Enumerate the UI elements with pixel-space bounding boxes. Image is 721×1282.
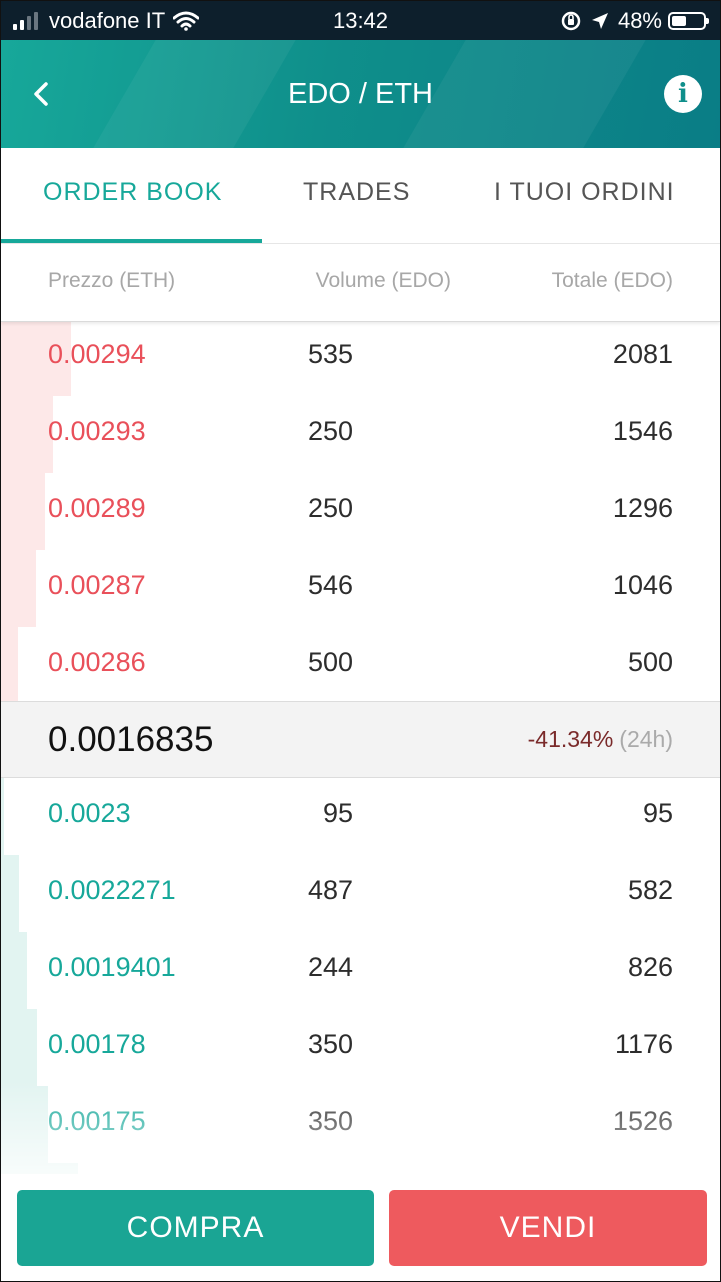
ask-row[interactable]: 0.00294 535 2081 xyxy=(1,319,720,396)
bid-volume: 350 xyxy=(307,1029,353,1059)
tab-order-book[interactable]: ORDER BOOK xyxy=(43,178,223,206)
status-left: vodafone IT xyxy=(13,8,200,34)
bid-total: 826 xyxy=(627,952,673,982)
bid-row[interactable]: 0.00178 350 1176 xyxy=(1,1009,720,1086)
header-bar: EDO / ETH i xyxy=(1,40,720,148)
wifi-icon xyxy=(173,11,200,31)
status-right: 48% xyxy=(560,8,709,34)
bid-volume: 244 xyxy=(307,952,353,982)
depth-bar xyxy=(1,550,36,627)
carrier-label: vodafone IT xyxy=(49,8,166,33)
action-bar: COMPRA VENDI xyxy=(1,1174,720,1281)
bid-total: 1526 xyxy=(612,1106,673,1136)
bid-price: 0.0022271 xyxy=(48,875,176,905)
ask-row[interactable]: 0.00289 250 1296 xyxy=(1,473,720,550)
ask-price: 0.00286 xyxy=(48,647,146,677)
sell-button[interactable]: VENDI xyxy=(389,1190,707,1266)
depth-bar xyxy=(1,627,18,704)
bid-total: 582 xyxy=(627,875,673,905)
orientation-lock-icon xyxy=(561,11,581,31)
bid-row[interactable]: 0.00175 350 1526 xyxy=(1,1086,720,1163)
active-tab-indicator xyxy=(1,239,262,243)
bid-row[interactable]: 0.0023 95 95 xyxy=(1,778,720,855)
bid-list: 0.0023 95 95 0.0022271 487 582 0.0019401… xyxy=(1,778,720,1183)
ask-row[interactable]: 0.00286 500 500 xyxy=(1,627,720,704)
depth-bar xyxy=(1,778,4,855)
bid-row[interactable]: 0.0019401 244 826 xyxy=(1,932,720,1009)
bid-volume: 95 xyxy=(322,798,353,828)
signal-icon xyxy=(13,12,41,30)
ask-price: 0.00293 xyxy=(48,416,146,446)
ask-price: 0.00294 xyxy=(48,339,146,369)
bid-row[interactable]: 0.0022271 487 582 xyxy=(1,855,720,932)
ask-total: 500 xyxy=(627,647,673,677)
bid-price: 0.0023 xyxy=(48,798,131,828)
ask-row[interactable]: 0.00287 546 1046 xyxy=(1,550,720,627)
column-header-price: Prezzo (ETH) xyxy=(48,269,176,292)
bid-price: 0.00178 xyxy=(48,1029,146,1059)
ask-total: 2081 xyxy=(612,339,673,369)
ask-volume: 250 xyxy=(307,493,353,523)
chevron-left-icon xyxy=(34,82,48,106)
clock: 13:42 xyxy=(332,8,389,33)
ask-volume: 250 xyxy=(307,416,353,446)
ask-price: 0.00289 xyxy=(48,493,146,523)
ask-total: 1046 xyxy=(612,570,673,600)
ask-row[interactable]: 0.00293 250 1546 xyxy=(1,396,720,473)
tab-my-orders[interactable]: I TUOI ORDINI xyxy=(494,178,675,206)
last-price: 0.0016835 xyxy=(48,720,214,759)
battery-icon xyxy=(668,12,709,30)
price-change: -41.34% (24h) xyxy=(528,726,673,753)
column-header-volume: Volume (EDO) xyxy=(315,269,451,292)
depth-bar xyxy=(1,1009,37,1086)
column-header-total: Totale (EDO) xyxy=(551,269,673,292)
last-price-bar: 0.0016835 -41.34% (24h) xyxy=(1,701,720,778)
location-arrow-icon xyxy=(591,13,608,29)
buy-button[interactable]: COMPRA xyxy=(17,1190,374,1266)
page-title: EDO / ETH xyxy=(287,78,433,110)
price-change-period: (24h) xyxy=(619,726,673,752)
depth-bar xyxy=(1,855,19,932)
back-button[interactable] xyxy=(25,78,57,110)
bid-price: 0.0019401 xyxy=(48,952,176,982)
depth-bar xyxy=(1,932,27,1009)
ask-volume: 535 xyxy=(307,339,353,369)
bid-volume: 487 xyxy=(307,875,353,905)
depth-bar xyxy=(1,396,53,473)
ask-volume: 500 xyxy=(307,647,353,677)
ask-total: 1296 xyxy=(612,493,673,523)
battery-percent: 48% xyxy=(617,8,662,33)
depth-bar xyxy=(1,319,71,396)
price-change-percent: -41.34% xyxy=(527,726,614,752)
tab-bar: ORDER BOOK TRADES I TUOI ORDINI xyxy=(1,148,720,244)
ask-price: 0.00287 xyxy=(48,570,146,600)
ask-total: 1546 xyxy=(612,416,673,446)
ask-list: 0.00294 535 2081 0.00293 250 1546 0.0028… xyxy=(1,319,720,704)
bid-total: 1176 xyxy=(614,1029,673,1059)
status-bar: vodafone IT 13:42 48% xyxy=(1,1,720,40)
bid-price: 0.00175 xyxy=(48,1106,146,1136)
bid-volume: 350 xyxy=(307,1106,353,1136)
info-icon[interactable]: i xyxy=(664,75,702,113)
bid-total: 95 xyxy=(642,798,673,828)
depth-bar xyxy=(1,1086,48,1163)
depth-bar xyxy=(1,473,45,550)
order-book-column-headers: Prezzo (ETH) Volume (EDO) Totale (EDO) xyxy=(1,244,720,322)
tab-trades[interactable]: TRADES xyxy=(303,178,411,206)
ask-volume: 546 xyxy=(307,570,353,600)
